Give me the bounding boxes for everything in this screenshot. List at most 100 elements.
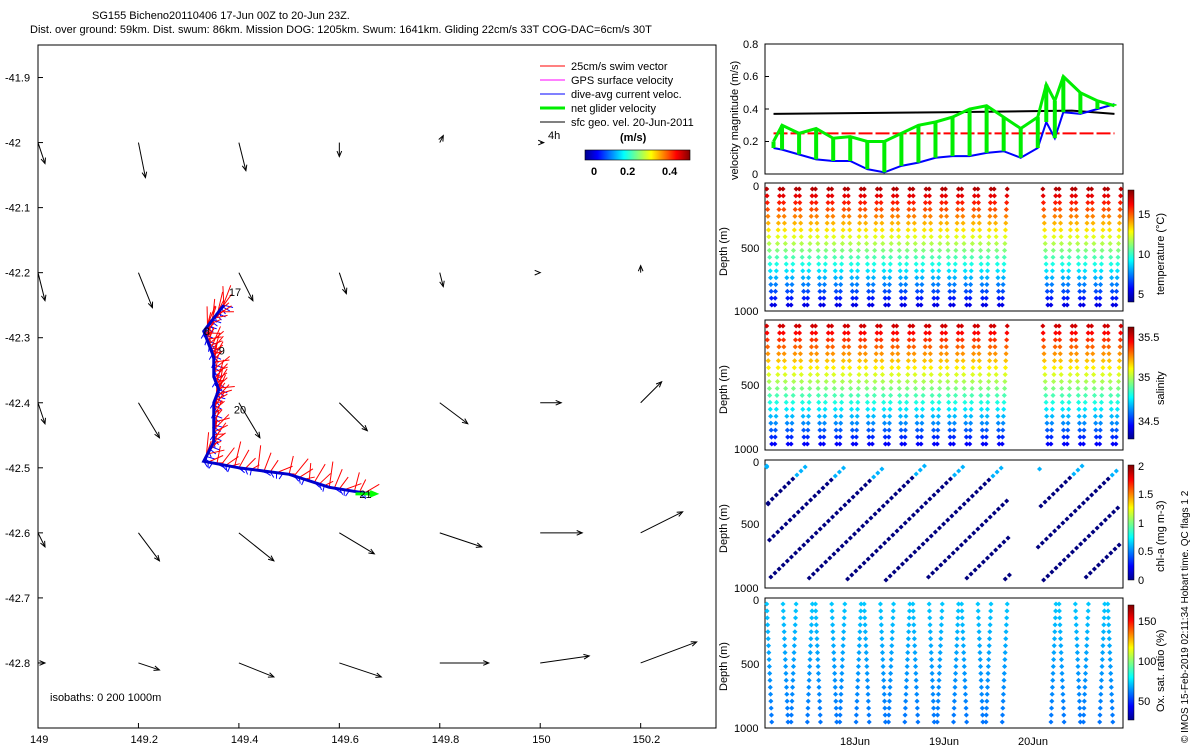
profile-point bbox=[927, 622, 933, 628]
profile-point bbox=[896, 385, 902, 392]
profile-point bbox=[987, 351, 993, 357]
profile-point bbox=[814, 351, 820, 357]
chla-point bbox=[860, 523, 866, 529]
chla-point bbox=[882, 540, 888, 546]
profile-point bbox=[840, 234, 846, 240]
profile-point bbox=[864, 385, 870, 392]
profile-point bbox=[922, 358, 928, 364]
profile-point bbox=[943, 330, 949, 336]
profile-point bbox=[1092, 268, 1098, 274]
map-layer: 149 149.2 149.4 149.6 149.8 150 150.2-41.9-42-… bbox=[5, 73, 698, 746]
profile-point bbox=[1081, 434, 1087, 440]
profile-point bbox=[1073, 193, 1079, 199]
profile-point bbox=[1065, 420, 1071, 426]
profile-point bbox=[936, 392, 942, 398]
profile-point bbox=[984, 420, 990, 426]
profile-point bbox=[772, 434, 778, 440]
profile-point bbox=[928, 241, 935, 247]
geo-velocity-arrow-head bbox=[147, 301, 154, 309]
profile-point bbox=[1106, 213, 1112, 219]
profile-point bbox=[814, 650, 821, 656]
profile-point bbox=[1100, 636, 1106, 642]
profile-point bbox=[783, 406, 790, 412]
profile-point bbox=[865, 281, 871, 288]
profile-point bbox=[983, 719, 989, 725]
chla-point bbox=[1098, 521, 1104, 527]
profile-point bbox=[959, 330, 965, 336]
profile-point bbox=[1058, 234, 1064, 240]
profile-point bbox=[1091, 378, 1097, 385]
profile-point bbox=[887, 413, 893, 419]
profile-point bbox=[986, 656, 992, 663]
profile-point bbox=[943, 193, 949, 199]
profile-point bbox=[1041, 351, 1047, 357]
profile-point bbox=[904, 254, 910, 260]
profile-point bbox=[888, 247, 894, 253]
profile-point bbox=[804, 441, 810, 447]
chla-point bbox=[954, 546, 960, 552]
profile-point bbox=[814, 234, 821, 240]
profile-point bbox=[805, 705, 811, 711]
profile-point bbox=[813, 337, 819, 343]
chla-point bbox=[801, 542, 807, 548]
profile-point bbox=[1099, 670, 1105, 676]
profile-point bbox=[1098, 677, 1104, 683]
profile-point bbox=[773, 413, 779, 419]
profile-point bbox=[1000, 288, 1006, 294]
profile-point bbox=[1072, 186, 1078, 192]
profile-point bbox=[1064, 302, 1070, 308]
profile-point bbox=[919, 281, 925, 288]
profile-point bbox=[890, 206, 896, 213]
profile-point bbox=[963, 281, 969, 288]
profile-point bbox=[791, 650, 797, 656]
salinity-layer bbox=[764, 323, 1124, 447]
profile-point bbox=[872, 372, 878, 378]
profile-point bbox=[1081, 288, 1087, 294]
profile-point bbox=[1068, 220, 1074, 226]
profile-point bbox=[890, 608, 896, 614]
profile-point bbox=[785, 302, 791, 308]
profile-point bbox=[890, 344, 896, 350]
profile-point bbox=[767, 677, 773, 683]
profile-point bbox=[1081, 698, 1087, 704]
profile-point bbox=[855, 254, 861, 260]
chla-point bbox=[932, 529, 938, 535]
profile-point bbox=[888, 241, 894, 247]
profile-point bbox=[1085, 330, 1091, 336]
profile-point bbox=[984, 268, 991, 274]
profile-point bbox=[1076, 413, 1082, 419]
profile-point bbox=[832, 677, 838, 683]
profile-point bbox=[847, 241, 853, 247]
map-ytick-label: -42.6 bbox=[5, 528, 30, 540]
profile-point bbox=[1004, 186, 1010, 192]
profile-point bbox=[880, 241, 886, 247]
profile-point bbox=[1052, 622, 1058, 628]
profile-point bbox=[967, 295, 973, 301]
profile-point bbox=[1075, 663, 1081, 670]
profile-point bbox=[952, 406, 958, 412]
chla-cbar-tick-1: 0.5 bbox=[1138, 546, 1153, 558]
profile-point bbox=[936, 261, 942, 267]
profile-point bbox=[772, 295, 778, 301]
profile-point bbox=[992, 200, 998, 206]
profile-point bbox=[849, 427, 855, 433]
profile-point bbox=[920, 399, 926, 405]
profile-point bbox=[784, 281, 790, 288]
profile-point bbox=[1106, 636, 1112, 642]
profile-point bbox=[953, 650, 960, 656]
profile-point bbox=[1072, 601, 1078, 607]
profile-point bbox=[813, 344, 819, 350]
map-colorbar-tick-2: 0.4 bbox=[662, 166, 678, 178]
profile-point bbox=[1044, 288, 1050, 294]
profile-point bbox=[799, 385, 805, 392]
colorbar-units: (m/s) bbox=[620, 132, 647, 144]
profile-point bbox=[846, 213, 852, 219]
profile-point bbox=[937, 643, 944, 649]
profile-point bbox=[999, 295, 1006, 301]
legend-dac-label: dive-avg current veloc. bbox=[571, 89, 682, 101]
profile-point bbox=[877, 186, 883, 192]
profile-point bbox=[886, 441, 892, 447]
profile-point bbox=[1082, 268, 1088, 274]
profile-point bbox=[963, 427, 969, 433]
profile-point bbox=[804, 719, 810, 725]
